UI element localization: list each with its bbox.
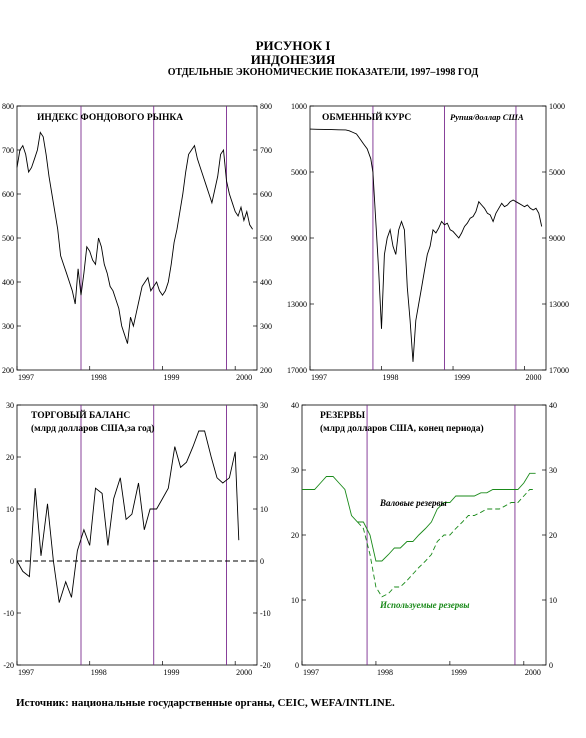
trade-ytick-label-right: 10 bbox=[260, 505, 268, 514]
reserves-ytick-label-right: 10 bbox=[549, 596, 557, 605]
stock-xtick-label: 1999 bbox=[163, 373, 179, 382]
trade-series-line-1 bbox=[16, 430, 240, 603]
stock-ytick-label-left: 500 bbox=[2, 234, 14, 243]
fx-ytick-label-right: 1000 bbox=[549, 102, 565, 111]
trade-ytick-label-left: 0 bbox=[10, 557, 14, 566]
reserves-panel-title: РЕЗЕРВЫ bbox=[320, 411, 366, 421]
fx-unit-label: Рупия/доллар США bbox=[450, 112, 524, 122]
source-note: Источник: национальные государственные о… bbox=[16, 697, 395, 709]
trade-ytick-label-right: 30 bbox=[260, 401, 268, 410]
reserves-ytick-label-left: 20 bbox=[291, 531, 299, 540]
trade-panel-subtitle: (млрд долларов США,за год) bbox=[31, 423, 154, 434]
figure-country: ИНДОНЕЗИЯ bbox=[250, 52, 336, 67]
fx-ytick-label-right: 5000 bbox=[549, 168, 565, 177]
trade-xtick-label: 1997 bbox=[18, 668, 34, 677]
trade-ytick-label-right: -10 bbox=[260, 609, 271, 618]
reserves-series-line-1 bbox=[302, 472, 536, 562]
reserves-usable-label: Используемые резервы bbox=[379, 600, 470, 610]
reserves-frame bbox=[301, 404, 547, 666]
fx-ytick-label-left: 13000 bbox=[287, 300, 307, 309]
reserves-ytick-label-left: 30 bbox=[291, 466, 299, 475]
reserves-ytick-label-right: 20 bbox=[549, 531, 557, 540]
fx-xtick-label: 1998 bbox=[383, 373, 399, 382]
figure-subtitle: ОТДЕЛЬНЫЕ ЭКОНОМИЧЕСКИЕ ПОКАЗАТЕЛИ, 1997… bbox=[167, 67, 479, 78]
stock-ytick-label-left: 400 bbox=[2, 278, 14, 287]
reserves-ytick-label-left: 40 bbox=[291, 401, 299, 410]
trade-ytick-label-left: 20 bbox=[6, 453, 14, 462]
fx-panel-title: ОБМЕННЫЙ КУРС bbox=[322, 111, 411, 123]
trade-xtick-label: 1998 bbox=[91, 668, 107, 677]
stock-ytick-label-right: 200 bbox=[260, 366, 272, 375]
stock-ytick-label-right: 700 bbox=[260, 146, 272, 155]
stock-frame bbox=[16, 105, 258, 371]
figure-title: РИСУНОК I bbox=[255, 38, 331, 53]
reserves-ytick-label-right: 30 bbox=[549, 466, 557, 475]
fx-frame bbox=[309, 105, 547, 371]
stock-ytick-label-right: 600 bbox=[260, 190, 272, 199]
stock-ytick-label-right: 800 bbox=[260, 102, 272, 111]
fx-ytick-label-right: 9000 bbox=[549, 234, 565, 243]
fx-ytick-label-left: 17000 bbox=[287, 366, 307, 375]
trade-xtick-label: 1999 bbox=[163, 668, 179, 677]
reserves-xtick-label: 1999 bbox=[451, 668, 467, 677]
fx-ytick-label-left: 9000 bbox=[291, 234, 307, 243]
reserves-ytick-label-left: 10 bbox=[291, 596, 299, 605]
fx-xtick-label: 1997 bbox=[311, 373, 327, 382]
fx-series-line-1 bbox=[309, 128, 543, 362]
trade-ytick-label-right: -20 bbox=[260, 661, 271, 670]
trade-ytick-label-left: 30 bbox=[6, 401, 14, 410]
reserves-xtick-label: 2000 bbox=[525, 668, 541, 677]
stock-ytick-label-left: 600 bbox=[2, 190, 14, 199]
stock-xtick-label: 1997 bbox=[18, 373, 34, 382]
fx-ytick-label-left: 1000 bbox=[291, 102, 307, 111]
reserves-ytick-label-right: 40 bbox=[549, 401, 557, 410]
reserves-ytick-label-left: 0 bbox=[295, 661, 299, 670]
fx-xtick-label: 1999 bbox=[454, 373, 470, 382]
trade-ytick-label-left: -20 bbox=[3, 661, 14, 670]
reserves-gross-label: Валовые резервы bbox=[379, 498, 447, 508]
fx-ytick-label-left: 5000 bbox=[291, 168, 307, 177]
stock-ytick-label-left: 700 bbox=[2, 146, 14, 155]
trade-frame bbox=[16, 404, 258, 666]
trade-ytick-label-right: 0 bbox=[260, 557, 264, 566]
trade-ytick-label-left: 10 bbox=[6, 505, 14, 514]
reserves-panel-subtitle: (млрд долларов США, конец периода) bbox=[320, 423, 484, 434]
trade-ytick-label-left: -10 bbox=[3, 609, 14, 618]
trade-ytick-label-right: 20 bbox=[260, 453, 268, 462]
stock-ytick-label-left: 300 bbox=[2, 322, 14, 331]
stock-xtick-label: 1998 bbox=[91, 373, 107, 382]
stock-series-line-1 bbox=[16, 131, 253, 344]
stock-panel-title: ИНДЕКС ФОНДОВОГО РЫНКА bbox=[37, 113, 183, 123]
reserves-xtick-label: 1998 bbox=[377, 668, 393, 677]
stock-ytick-label-left: 800 bbox=[2, 102, 14, 111]
stock-ytick-label-right: 400 bbox=[260, 278, 272, 287]
stock-xtick-label: 2000 bbox=[236, 373, 252, 382]
fx-ytick-label-right: 13000 bbox=[549, 300, 569, 309]
fx-ytick-label-right: 17000 bbox=[549, 366, 569, 375]
trade-panel-title: ТОРГОВЫЙ БАЛАНС bbox=[31, 409, 130, 421]
reserves-series-line-2 bbox=[357, 489, 536, 598]
reserves-xtick-label: 1997 bbox=[303, 668, 319, 677]
fx-xtick-label: 2000 bbox=[526, 373, 542, 382]
trade-xtick-label: 2000 bbox=[236, 668, 252, 677]
stock-ytick-label-right: 500 bbox=[260, 234, 272, 243]
stock-ytick-label-left: 200 bbox=[2, 366, 14, 375]
stock-ytick-label-right: 300 bbox=[260, 322, 272, 331]
reserves-ytick-label-right: 0 bbox=[549, 661, 553, 670]
